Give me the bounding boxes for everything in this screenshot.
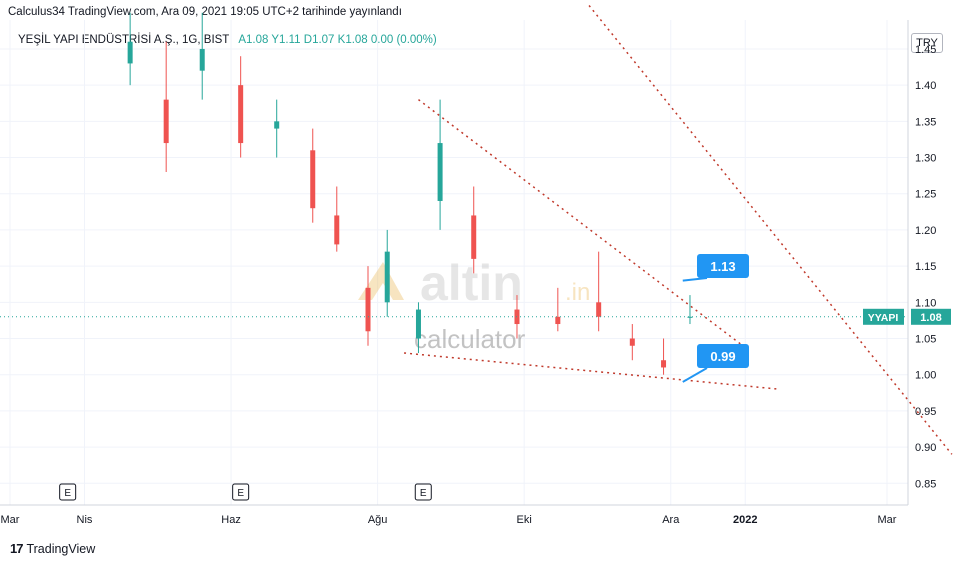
- y-tick-label: 1.10: [915, 297, 936, 309]
- candle-body: [334, 215, 340, 245]
- y-tick-label: 1.05: [915, 334, 936, 346]
- candle-body: [596, 302, 602, 317]
- watermark: altin .in calculator: [358, 255, 590, 354]
- candle-body: [415, 309, 421, 339]
- event-marker-icon: [59, 483, 77, 501]
- symbol-name: YEŞİL YAPI ENDÜSTRİSİ A.Ş., 1G, BIST: [18, 34, 230, 46]
- candle-body: [127, 41, 133, 64]
- event-marker-label: E: [64, 488, 71, 499]
- callout-box: [697, 344, 749, 368]
- candle-body: [471, 215, 477, 259]
- watermark-suffix: .in: [565, 279, 590, 306]
- candle-body: [384, 251, 390, 303]
- axes: 1.45 1.40 1.35 1.30 1.25 1.20 1.15 1.10 1.05 1.00…: [0, 20, 951, 526]
- candle-body: [687, 316, 693, 318]
- callout-label: 0.99: [710, 349, 735, 364]
- footer: 17 TradingView: [10, 541, 95, 556]
- trendline: [418, 99, 744, 347]
- y-tick-label: 0.95: [915, 406, 936, 418]
- x-tick-label: Ağu: [368, 514, 388, 526]
- y-tick-label: 1.15: [915, 261, 936, 273]
- y-tick-label: 1.40: [915, 80, 936, 92]
- candles: [127, 12, 693, 375]
- last-price-label: 1.08: [920, 312, 941, 324]
- candle-body: [199, 48, 205, 71]
- y-tick-label: 1.00: [915, 370, 936, 382]
- trendline: [403, 352, 779, 390]
- event-marker-label: E: [237, 488, 244, 499]
- ohlc-values: A1.08 Y1.11 D1.07 K1.08 0.00 (0.00%): [238, 34, 437, 46]
- callout-pointer: [682, 367, 708, 383]
- candle-body: [163, 99, 169, 144]
- x-tick-label: Haz: [221, 514, 241, 526]
- tradingview-logo-icon: 17: [10, 541, 24, 556]
- grid-lines: [0, 20, 908, 505]
- x-tick-label: Nis: [77, 514, 93, 526]
- x-tick-label: Mar: [878, 514, 897, 526]
- event-marker-icon: [232, 483, 250, 501]
- x-tick-label: 2022: [733, 514, 757, 526]
- currency-button[interactable]: TRY: [911, 33, 943, 53]
- y-tick-label: 0.90: [915, 442, 936, 454]
- event-marker-icon: [414, 483, 432, 501]
- x-tick-label: Ara: [662, 514, 680, 526]
- event-marker-label: E: [420, 488, 427, 499]
- y-tick-label: 1.25: [915, 189, 936, 201]
- watermark-logo-icon: [358, 262, 404, 300]
- x-tick-label: Eki: [517, 514, 532, 526]
- symbol-tag-label: YYAPI: [868, 312, 899, 324]
- candle-body: [310, 150, 316, 209]
- candle-body: [238, 85, 244, 144]
- publish-info: Calculus34 TradingView.com, Ara 09, 2021…: [8, 6, 402, 18]
- trendlines: [403, 5, 953, 455]
- candle-body: [555, 316, 561, 325]
- watermark-word2: calculator: [414, 324, 526, 354]
- candle-body: [365, 287, 371, 332]
- callout-box: [697, 254, 749, 278]
- y-tick-label: 1.20: [915, 225, 936, 237]
- y-tick-label: 1.35: [915, 116, 936, 128]
- candle-body: [661, 360, 667, 368]
- candle-body: [274, 121, 280, 129]
- trendline: [588, 5, 953, 455]
- last-price-tag: [911, 308, 951, 325]
- callout-label: 1.13: [710, 259, 735, 274]
- x-tick-label: Mar: [1, 514, 20, 526]
- symbol-legend: YEŞİL YAPI ENDÜSTRİSİ A.Ş., 1G, BIST A1.…: [18, 34, 437, 46]
- y-tick-label: 1.45: [915, 44, 936, 56]
- annotations: 1.13 0.99: [682, 254, 749, 383]
- y-tick-label: 1.30: [915, 153, 936, 165]
- watermark-word: altin: [420, 255, 523, 311]
- candle-body: [629, 338, 635, 346]
- footer-brand: TradingView: [26, 541, 96, 556]
- candle-body: [437, 143, 443, 201]
- callout-pointer: [682, 277, 708, 282]
- y-tick-label: 0.85: [915, 478, 936, 490]
- symbol-price-tag: [863, 308, 904, 325]
